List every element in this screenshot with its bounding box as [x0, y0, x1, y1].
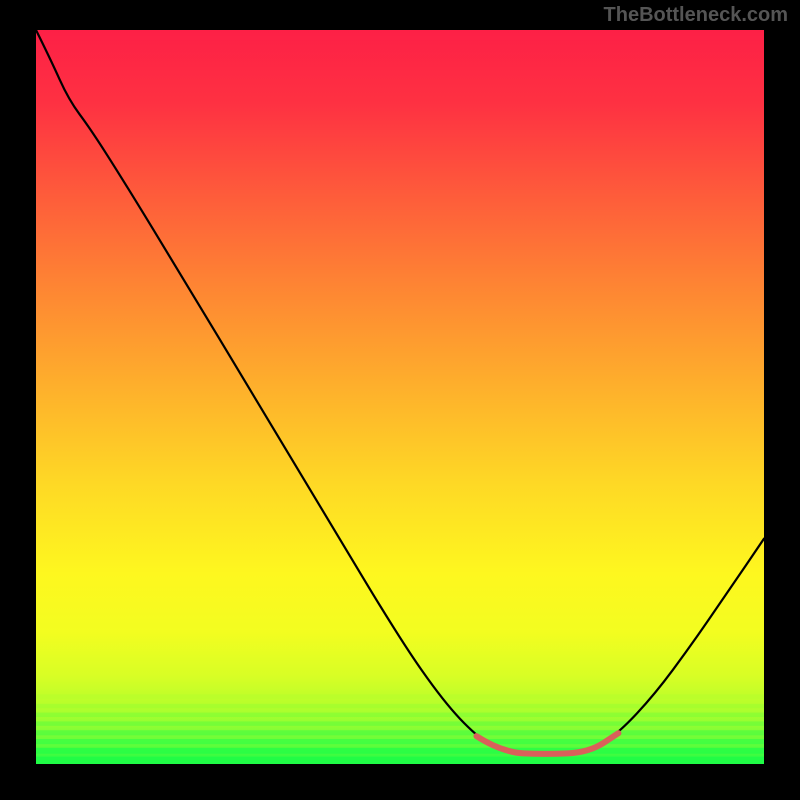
chart-band — [36, 694, 764, 698]
chart-band — [36, 748, 764, 754]
chart-band — [36, 730, 764, 735]
watermark-text: TheBottleneck.com — [604, 4, 788, 27]
chart-band — [36, 721, 764, 725]
bottleneck-chart — [0, 0, 800, 800]
chart-band — [36, 704, 764, 708]
chart-container: TheBottleneck.com — [0, 0, 800, 800]
chart-band — [36, 713, 764, 717]
chart-band — [36, 739, 764, 744]
chart-background — [36, 30, 764, 764]
chart-band — [36, 757, 764, 764]
